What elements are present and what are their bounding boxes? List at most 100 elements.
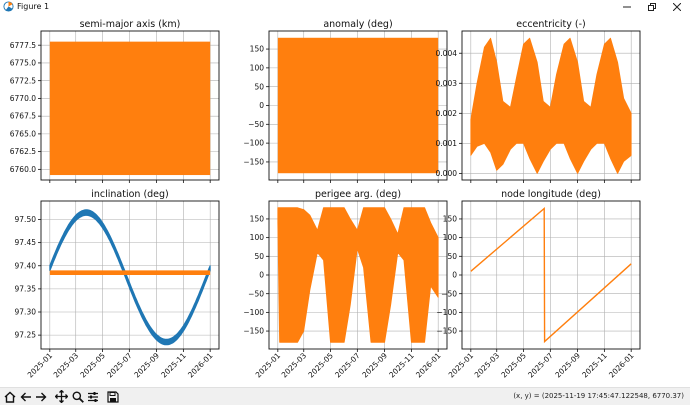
maximize-button[interactable]: [640, 0, 664, 14]
plot-area: [277, 207, 439, 343]
y-tick-label: 97.40: [15, 261, 37, 270]
close-button[interactable]: [665, 0, 689, 14]
home-icon: [4, 391, 15, 403]
x-tick-label: 2026-01: [607, 351, 636, 380]
y-tick-label: 150: [250, 215, 265, 224]
forward-button[interactable]: [33, 389, 48, 404]
y-tick-label: 97.50: [15, 215, 37, 224]
y-tick-label: 0.002: [436, 109, 458, 118]
figure-canvas[interactable]: semi-major axis (km) 6760.0 6762.5 6765.0 67…: [0, 14, 690, 386]
x-tick-label: 2025-05: [306, 351, 335, 380]
y-tick-label: 97.25: [15, 331, 37, 340]
subplot-4: inclination (deg) 97.50 97.45 97.40 97.35 97.…: [15, 189, 220, 380]
y-tick-label: 6772.5: [10, 76, 36, 85]
series-area: [470, 37, 632, 174]
close-icon: [673, 3, 681, 11]
axes-frame: [268, 30, 448, 181]
x-tick-label: 2025-09: [553, 351, 582, 380]
subplot-1: semi-major axis (km) 6760.0 6762.5 6765.0 67…: [10, 19, 220, 183]
save-button[interactable]: [105, 389, 120, 404]
y-tick-label: 0.001: [436, 139, 458, 148]
y-tick-label: 0: [259, 271, 264, 280]
y-tick-label: 0.004: [436, 49, 458, 58]
y-tick-label: 6765.0: [10, 129, 36, 138]
y-tick-label: 6767.5: [10, 112, 36, 121]
series-band: [49, 270, 211, 275]
y-tick-label: 97.45: [15, 238, 37, 247]
axes-frame: [461, 30, 641, 181]
figure-svg: semi-major axis (km) 6760.0 6762.5 6765.0 67…: [10, 19, 641, 380]
y-tick-label: 100: [250, 233, 265, 242]
y-tick-label: 6777.5: [10, 41, 36, 50]
y-tick-label: 50: [254, 82, 264, 91]
save-icon: [106, 390, 119, 403]
subplot-title: inclination (deg): [91, 189, 169, 200]
matplotlib-app-icon: [3, 1, 14, 12]
minimize-button[interactable]: [615, 0, 639, 14]
y-tick-label: −50: [248, 120, 264, 129]
subplot-title: semi-major axis (km): [80, 19, 181, 30]
restore-icon: [648, 3, 656, 11]
x-tick-label: 2025-09: [132, 351, 161, 380]
x-tick-label: 2026-01: [186, 351, 215, 380]
y-tick-label: −100: [436, 308, 457, 317]
cursor-coordinates: (x, y) = (2025-11-19 17:45:47.122548, 67…: [513, 392, 684, 400]
y-tick-label: 97.35: [15, 284, 37, 293]
x-tick-label: 2025-03: [52, 351, 81, 380]
plot-area: [49, 209, 211, 346]
back-icon: [20, 392, 31, 401]
window-titlebar: Figure 1: [0, 0, 690, 14]
y-tick-label: −150: [243, 158, 264, 167]
subplot-2: anomaly (deg) 150 100 50 0 −50 −100 −150: [243, 19, 448, 183]
configure-subplots-button[interactable]: [85, 389, 100, 404]
axes-frame: [40, 30, 220, 181]
configure-subplots-icon: [87, 391, 98, 402]
back-button[interactable]: [18, 389, 33, 404]
series-line: [470, 206, 632, 344]
axes-frame: [40, 200, 220, 350]
x-tick-label: 2025-11: [159, 351, 188, 380]
y-tick-label: −50: [441, 289, 457, 298]
plot-area: [49, 41, 211, 176]
y-tick-label: 50: [447, 252, 457, 261]
x-tick-label: 2025-11: [387, 351, 416, 380]
x-tick-label: 2025-05: [78, 351, 107, 380]
y-tick-label: 97.30: [15, 308, 37, 317]
series-band: [277, 37, 439, 174]
subplot-title: perigee arg. (deg): [315, 189, 401, 200]
x-tick-label: 2025-03: [473, 351, 502, 380]
subplot-title: anomaly (deg): [323, 19, 392, 30]
forward-icon: [35, 392, 46, 401]
y-tick-label: −100: [243, 308, 264, 317]
plot-area: [470, 206, 632, 344]
series-sinusoid: [49, 209, 211, 346]
zoom-button[interactable]: [70, 389, 85, 404]
y-tick-label: 6770.0: [10, 94, 36, 103]
series-area: [277, 207, 439, 343]
plot-area: [277, 37, 439, 174]
y-tick-label: 150: [443, 215, 458, 224]
y-tick-label: 6760.0: [10, 165, 36, 174]
x-tick-label: 2025-03: [280, 351, 309, 380]
x-tick-label: 2025-07: [526, 351, 555, 380]
x-tick-label: 2026-01: [414, 351, 443, 380]
y-tick-label: 6775.0: [10, 59, 36, 68]
x-tick-label: 2025-07: [333, 351, 362, 380]
y-tick-label: 100: [250, 63, 265, 72]
x-tick-label: 2025-11: [580, 351, 609, 380]
minimize-icon: [623, 6, 631, 8]
subplot-5: perigee arg. (deg) 150 100 50 0 −50 −100 −150 20…: [243, 189, 448, 380]
y-tick-label: 0: [259, 101, 264, 110]
x-tick-label: 2025-01: [26, 351, 55, 380]
y-tick-label: 50: [254, 252, 264, 261]
navigation-toolbar: (x, y) = (2025-11-19 17:45:47.122548, 67…: [0, 387, 690, 405]
x-tick-label: 2025-01: [254, 351, 283, 380]
y-tick-label: −150: [243, 327, 264, 336]
subplot-title: node longitude (deg): [501, 189, 601, 200]
pan-button[interactable]: [54, 389, 69, 404]
home-button[interactable]: [2, 389, 17, 404]
pan-icon: [55, 390, 68, 403]
plot-area: [470, 37, 632, 174]
y-tick-label: −100: [243, 139, 264, 148]
y-tick-label: 0: [452, 271, 457, 280]
